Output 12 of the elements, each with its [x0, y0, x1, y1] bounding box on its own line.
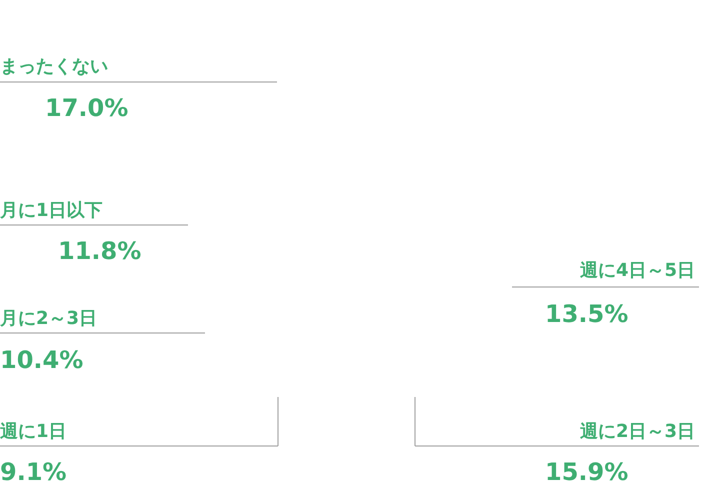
category-label: 週に2日～3日	[578, 421, 695, 442]
data-label: 15.9%	[545, 458, 628, 484]
category-label: 週に1日	[0, 421, 67, 442]
category-label: まったくない	[0, 56, 108, 77]
category-label: 週に4日～5日	[578, 260, 695, 281]
category-label: 月に2～3日	[0, 308, 98, 329]
data-label: 11.8%	[58, 237, 142, 265]
data-label: 13.5%	[545, 300, 628, 328]
category-label: 月に1日以下	[0, 200, 103, 221]
data-label: 9.1%	[0, 458, 67, 484]
data-label: 17.0%	[45, 94, 128, 122]
data-label: 10.4%	[0, 346, 84, 374]
